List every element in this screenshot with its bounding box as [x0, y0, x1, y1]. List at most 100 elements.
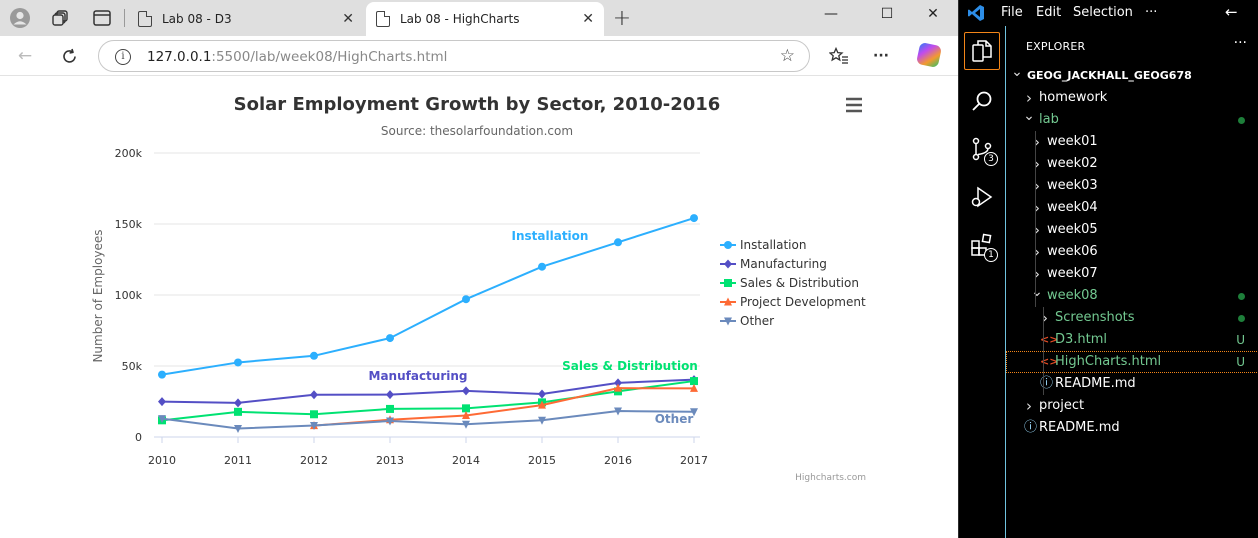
legend-item[interactable]: Manufacturing: [720, 257, 827, 271]
menu-selection[interactable]: Selection: [1073, 5, 1133, 20]
data-point[interactable]: [386, 334, 394, 343]
data-point[interactable]: [310, 410, 318, 419]
tree-item[interactable]: <> D3.html U: [1006, 329, 1258, 351]
data-point[interactable]: [614, 378, 622, 388]
data-point[interactable]: [538, 262, 546, 271]
tree-item[interactable]: › Screenshots: [1006, 307, 1258, 329]
data-point[interactable]: [690, 214, 698, 223]
data-point[interactable]: [538, 416, 546, 425]
profile-icon[interactable]: [8, 7, 32, 29]
data-point[interactable]: [310, 421, 318, 430]
favorite-star-icon[interactable]: ☆: [779, 46, 795, 66]
data-point[interactable]: [538, 389, 546, 399]
chevron-right-icon[interactable]: ›: [1034, 221, 1040, 239]
address-bar[interactable]: i 127.0.0.1:5500/lab/week08/HighCharts.h…: [98, 40, 810, 72]
tree-item[interactable]: › week01: [1006, 131, 1258, 153]
data-point[interactable]: [158, 415, 166, 424]
tree-item[interactable]: › week06: [1006, 241, 1258, 263]
extensions-icon[interactable]: 1: [964, 226, 1000, 264]
tree-item[interactable]: › week05: [1006, 219, 1258, 241]
legend-marker[interactable]: [724, 317, 732, 326]
data-point[interactable]: [386, 390, 394, 400]
legend-item[interactable]: Project Development: [720, 295, 866, 309]
data-point[interactable]: [462, 411, 470, 420]
data-point[interactable]: [234, 407, 242, 416]
chevron-down-icon[interactable]: ⌄: [1011, 64, 1023, 80]
tab-actions-icon[interactable]: [90, 7, 114, 29]
workspaces-icon[interactable]: [48, 7, 72, 29]
chevron-right-icon[interactable]: ›: [1034, 177, 1040, 195]
close-tab-icon[interactable]: ✕: [582, 11, 594, 27]
menu-more[interactable]: ···: [1145, 5, 1158, 20]
legend-marker[interactable]: [724, 241, 732, 249]
data-point[interactable]: [690, 377, 698, 386]
chevron-down-icon[interactable]: ⌄: [1031, 284, 1043, 300]
chevron-right-icon[interactable]: ›: [1026, 89, 1032, 107]
tree-item[interactable]: ⓘ README.md: [1006, 417, 1258, 439]
more-icon[interactable]: ···: [873, 48, 889, 64]
data-point[interactable]: [462, 295, 470, 304]
tree-item[interactable]: › homework: [1006, 87, 1258, 109]
data-point[interactable]: [614, 238, 622, 247]
data-point[interactable]: [538, 400, 546, 409]
tree-item[interactable]: › week04: [1006, 197, 1258, 219]
chevron-right-icon[interactable]: ›: [1034, 243, 1040, 261]
explorer-more-icon[interactable]: ···: [1233, 35, 1247, 51]
chevron-right-icon[interactable]: ›: [1034, 133, 1040, 151]
data-point[interactable]: [234, 398, 242, 408]
back-arrow-icon[interactable]: ←: [1225, 3, 1238, 21]
close-tab-icon[interactable]: ✕: [342, 11, 354, 27]
site-info-icon[interactable]: i: [115, 49, 131, 65]
explorer-icon[interactable]: [964, 32, 1000, 70]
data-point[interactable]: [234, 425, 242, 434]
legend-marker[interactable]: [724, 279, 732, 287]
url-text[interactable]: 127.0.0.1:5500/lab/week08/HighCharts.htm…: [147, 49, 447, 65]
data-point[interactable]: [690, 383, 698, 392]
data-point[interactable]: [614, 383, 622, 392]
data-point[interactable]: [462, 420, 470, 429]
menu-edit[interactable]: Edit: [1036, 5, 1062, 20]
chevron-right-icon[interactable]: ›: [1034, 155, 1040, 173]
chevron-right-icon[interactable]: ›: [1042, 309, 1048, 327]
data-point[interactable]: [310, 351, 318, 360]
data-point[interactable]: [310, 390, 318, 400]
data-point[interactable]: [234, 358, 242, 367]
maximize-icon[interactable]: ☐: [880, 6, 894, 22]
tree-item[interactable]: › project: [1006, 395, 1258, 417]
tree-item[interactable]: ⌄ week08: [1006, 284, 1258, 307]
legend-marker[interactable]: [724, 259, 732, 269]
tab-lab08-highcharts[interactable]: Lab 08 - HighCharts ✕: [366, 2, 604, 36]
data-point[interactable]: [614, 407, 622, 416]
data-point[interactable]: [386, 417, 394, 426]
legend-marker[interactable]: [724, 297, 732, 306]
tree-item[interactable]: › week03: [1006, 175, 1258, 197]
chevron-right-icon[interactable]: ›: [1026, 397, 1032, 415]
data-point[interactable]: [462, 404, 470, 413]
chevron-right-icon[interactable]: ›: [1034, 265, 1040, 283]
tab-lab08-d3[interactable]: Lab 08 - D3 ✕: [128, 2, 364, 36]
tree-item[interactable]: › week02: [1006, 153, 1258, 175]
refresh-icon[interactable]: [58, 45, 80, 67]
data-point[interactable]: [462, 386, 470, 396]
window-close-icon[interactable]: ✕: [927, 6, 939, 22]
legend-item[interactable]: Installation: [720, 238, 806, 252]
tree-item[interactable]: ⌄ GEOG_JACKHALL_GEOG678: [1006, 64, 1258, 87]
legend-item[interactable]: Other: [720, 314, 774, 328]
tree-item[interactable]: <> HighCharts.html U: [1006, 351, 1258, 373]
data-point[interactable]: [158, 397, 166, 407]
credits-link[interactable]: Highcharts.com: [795, 473, 866, 483]
back-icon[interactable]: ←: [17, 46, 33, 66]
tree-item[interactable]: › week07: [1006, 263, 1258, 285]
source-control-icon[interactable]: 3: [964, 130, 1000, 168]
menu-file[interactable]: File: [1001, 5, 1023, 20]
chevron-right-icon[interactable]: ›: [1034, 199, 1040, 217]
run-debug-icon[interactable]: [964, 178, 1000, 216]
tree-item[interactable]: ⌄ lab: [1006, 108, 1258, 131]
export-menu-button[interactable]: [844, 96, 864, 114]
data-point[interactable]: [690, 408, 698, 417]
favorites-icon[interactable]: [828, 45, 850, 67]
data-point[interactable]: [158, 370, 166, 379]
data-point[interactable]: [386, 404, 394, 413]
search-icon[interactable]: [964, 82, 1000, 120]
legend-item[interactable]: Sales & Distribution: [720, 276, 859, 290]
